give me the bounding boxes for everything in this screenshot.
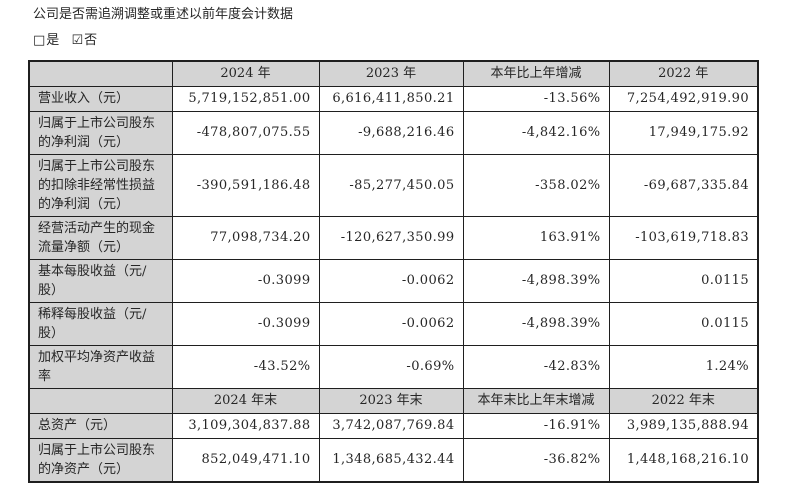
metric-label: 总资产（元） [28,412,173,439]
restatement-answer: □是 ☑否 [33,32,800,49]
metric-label: 营业收入（元） [28,85,173,112]
value-2024: -0.3099 [171,301,320,346]
table-header-row-period-end: 2024 年末 2023 年末 本年末比上年末增减 2022 年末 [28,387,759,414]
corner-cell [28,387,173,414]
col-header-yoy-end-change: 本年末比上年末增减 [462,387,610,414]
col-header-2023-end: 2023 年末 [318,387,464,414]
key-financial-data-table: 2024 年 2023 年 本年比上年增减 2022 年 营业收入（元） 5,7… [28,60,759,483]
col-header-2022-end: 2022 年末 [608,387,759,414]
table-row-total-assets: 总资产（元） 3,109,304,837.88 3,742,087,769.84… [28,412,759,439]
yoy-change: -4,898.39% [462,301,610,346]
value-2023: -120,627,350.99 [318,215,464,260]
table-row-net-profit-excl-nonrecurring: 归属于上市公司股东的扣除非经常性损益的净利润（元） -390,591,186.4… [28,153,759,217]
table-row-revenue: 营业收入（元） 5,719,152,851.00 6,616,411,850.2… [28,85,759,112]
checkbox-no-label: 否 [84,33,98,48]
value-2024: 5,719,152,851.00 [171,85,320,112]
value-2023: 6,616,411,850.21 [318,85,464,112]
yoy-change: -358.02% [462,153,610,217]
value-2022: 0.0115 [608,258,759,303]
yoy-end-change: -16.91% [462,412,610,439]
metric-label: 稀释每股收益（元/股） [28,301,173,346]
checkbox-checked-icon: ☑ [71,33,84,48]
metric-label: 归属于上市公司股东的净利润（元） [28,110,173,155]
metric-label: 归属于上市公司股东的净资产（元） [28,437,173,482]
corner-cell [28,60,173,87]
col-header-2024-end: 2024 年末 [171,387,320,414]
value-2024: -390,591,186.48 [171,153,320,217]
table-row-weighted-avg-roe: 加权平均净资产收益率 -43.52% -0.69% -42.83% 1.24% [28,344,759,389]
checkbox-unchecked-icon: □ [33,33,46,48]
value-2023: -85,277,450.05 [318,153,464,217]
value-2024: -43.52% [171,344,320,389]
yoy-change: 163.91% [462,215,610,260]
yoy-end-change: -36.82% [462,437,610,482]
yoy-change: -42.83% [462,344,610,389]
value-2023-end: 3,742,087,769.84 [318,412,464,439]
value-2023-end: 1,348,685,432.44 [318,437,464,482]
value-2022: -103,619,718.83 [608,215,759,260]
restatement-section: 公司是否需追溯调整或重述以前年度会计数据 □是 ☑否 [33,6,800,49]
value-2023: -0.69% [318,344,464,389]
checkbox-option-yes: □是 [33,33,59,48]
table-row-basic-eps: 基本每股收益（元/股） -0.3099 -0.0062 -4,898.39% 0… [28,258,759,303]
value-2022: 7,254,492,919.90 [608,85,759,112]
checkbox-option-no: ☑否 [71,33,97,48]
value-2024: -0.3099 [171,258,320,303]
yoy-change: -4,898.39% [462,258,610,303]
table-row-operating-cash-flow: 经营活动产生的现金流量净额（元） 77,098,734.20 -120,627,… [28,215,759,260]
value-2024-end: 852,049,471.10 [171,437,320,482]
value-2022: 17,949,175.92 [608,110,759,155]
value-2022: 0.0115 [608,301,759,346]
checkbox-yes-label: 是 [46,33,60,48]
yoy-change: -13.56% [462,85,610,112]
col-header-2023: 2023 年 [318,60,464,87]
col-header-2024: 2024 年 [171,60,320,87]
table-row-diluted-eps: 稀释每股收益（元/股） -0.3099 -0.0062 -4,898.39% 0… [28,301,759,346]
metric-label: 加权平均净资产收益率 [28,344,173,389]
value-2022: 1.24% [608,344,759,389]
value-2023: -0.0062 [318,301,464,346]
value-2024-end: 3,109,304,837.88 [171,412,320,439]
value-2022-end: 1,448,168,216.10 [608,437,759,482]
col-header-yoy-change: 本年比上年增减 [462,60,610,87]
value-2022-end: 3,989,135,888.94 [608,412,759,439]
metric-label: 基本每股收益（元/股） [28,258,173,303]
value-2024: -478,807,075.55 [171,110,320,155]
col-header-2022: 2022 年 [608,60,759,87]
value-2024: 77,098,734.20 [171,215,320,260]
table-row-net-profit: 归属于上市公司股东的净利润（元） -478,807,075.55 -9,688,… [28,110,759,155]
metric-label: 经营活动产生的现金流量净额（元） [28,215,173,260]
table-header-row-annual: 2024 年 2023 年 本年比上年增减 2022 年 [28,60,759,87]
value-2023: -9,688,216.46 [318,110,464,155]
yoy-change: -4,842.16% [462,110,610,155]
value-2023: -0.0062 [318,258,464,303]
metric-label: 归属于上市公司股东的扣除非经常性损益的净利润（元） [28,153,173,217]
restatement-question: 公司是否需追溯调整或重述以前年度会计数据 [33,7,294,22]
table-row-net-assets: 归属于上市公司股东的净资产（元） 852,049,471.10 1,348,68… [28,437,759,482]
value-2022: -69,687,335.84 [608,153,759,217]
